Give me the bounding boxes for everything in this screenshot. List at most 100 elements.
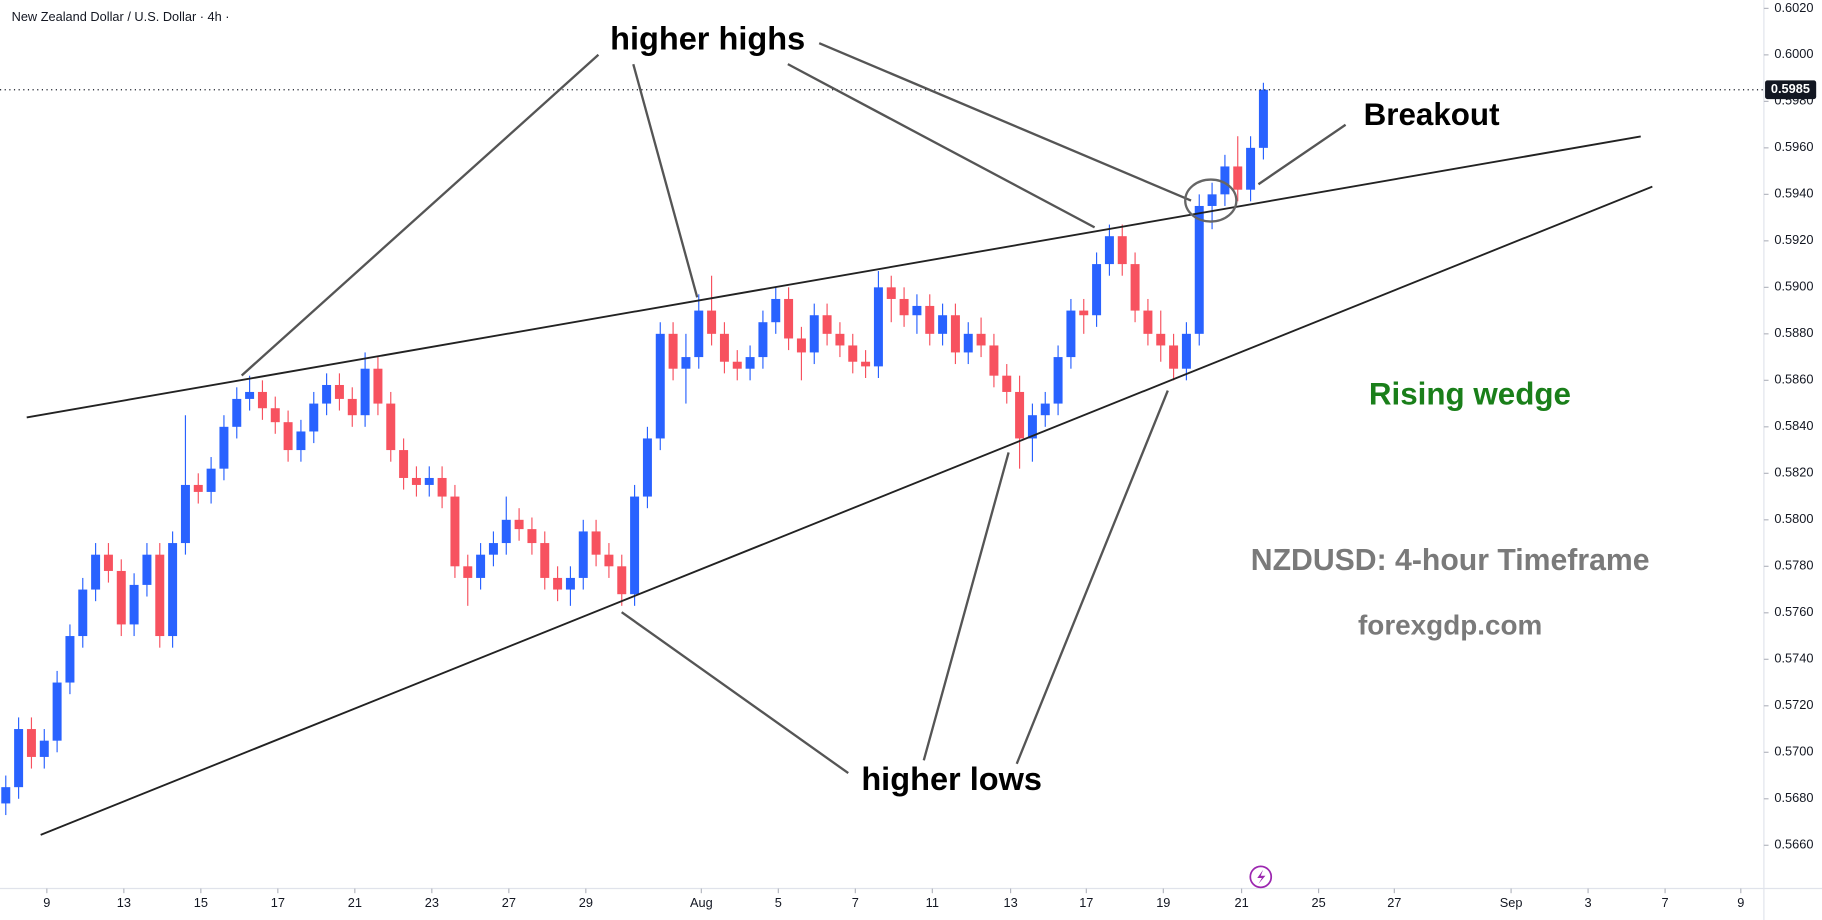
candle-body (129, 584, 139, 625)
candle-body (155, 554, 165, 637)
x-tick-label: 21 (1234, 895, 1248, 910)
candle-body (1, 787, 11, 804)
y-tick-label: 0.5860 (1774, 372, 1813, 387)
candle-body (1015, 391, 1025, 439)
candle-body (989, 345, 999, 376)
candle-body (1130, 264, 1140, 311)
x-tick-label: 25 (1311, 895, 1325, 910)
candle-body (309, 403, 319, 432)
x-tick-label: 13 (117, 895, 131, 910)
candle-body (1053, 357, 1063, 404)
candle-body (861, 361, 871, 367)
candle-body (655, 333, 665, 439)
candle-body (26, 729, 36, 757)
candle-body (899, 298, 909, 316)
y-tick-label: 0.5680 (1774, 790, 1813, 805)
annotation: forexgdp.com (1358, 610, 1542, 641)
candle-body (373, 368, 383, 404)
candle-body (604, 554, 614, 567)
candle-body (963, 333, 973, 353)
candle-body (732, 361, 742, 369)
candle-body (65, 636, 75, 683)
candle-body (91, 554, 101, 590)
candle-body (142, 554, 152, 585)
candle-body (1181, 333, 1191, 369)
candle-body (540, 543, 550, 578)
candle-body (1233, 166, 1243, 190)
x-tick-label: 19 (1156, 895, 1170, 910)
candle-body (1027, 415, 1037, 439)
candle-body (617, 566, 627, 595)
candle-body (835, 333, 845, 346)
candle-body (193, 484, 203, 492)
plot-area (0, 82, 1764, 816)
candle-body (411, 477, 421, 485)
y-tick-label: 0.5760 (1774, 604, 1813, 619)
candle-body (270, 408, 280, 423)
x-tick-label: 27 (1387, 895, 1401, 910)
candle-body (399, 450, 409, 478)
candle-body (1169, 345, 1179, 369)
pointer-line (1015, 390, 1169, 765)
candle-body (232, 398, 242, 427)
y-tick-label: 0.5720 (1774, 697, 1813, 712)
candle-body (219, 426, 229, 469)
candle-body (322, 384, 332, 404)
y-tick-label: 0.5740 (1774, 651, 1813, 666)
candle-body (180, 484, 190, 544)
candle-body (386, 403, 396, 451)
candle-body (1117, 236, 1127, 265)
y-tick-label: 0.5800 (1774, 511, 1813, 526)
candle-body (796, 338, 806, 353)
candle-body (565, 577, 575, 590)
y-tick-label: 0.5660 (1774, 837, 1813, 852)
candle-body (976, 333, 986, 346)
pointer-line (1257, 123, 1347, 186)
candle-body (912, 305, 922, 316)
candle-body (578, 531, 588, 578)
candle-body (771, 298, 781, 323)
candle-body (694, 310, 704, 358)
annotation: higher highs (610, 19, 805, 56)
candle-body (938, 315, 948, 334)
candle-body (103, 554, 113, 571)
annotation: Breakout (1364, 97, 1500, 132)
y-tick-label: 0.5960 (1774, 139, 1813, 154)
candle-body (476, 554, 486, 578)
candle-body (758, 322, 768, 358)
candle-body (1104, 236, 1114, 265)
y-tick-label: 0.5700 (1774, 744, 1813, 759)
candle-body (437, 477, 447, 497)
candle-body (78, 589, 88, 637)
annotation: Rising wedge (1369, 377, 1571, 412)
candle-body (1002, 375, 1012, 392)
pointer-line (620, 611, 849, 775)
candle-body (707, 310, 717, 334)
candle-body (1156, 333, 1166, 346)
annotation: higher lows (861, 760, 1042, 797)
y-tick-label: 0.5900 (1774, 279, 1813, 294)
x-tick-label: Aug (690, 895, 713, 910)
last-price-box (1765, 80, 1817, 100)
last-price-label: 0.5985 (1771, 81, 1810, 96)
candle-body (809, 315, 819, 353)
x-tick-label: 29 (579, 895, 593, 910)
candle-body (488, 543, 498, 555)
candle-body (668, 333, 678, 369)
candle-body (822, 315, 832, 334)
candle-body (886, 287, 896, 299)
y-tick-label: 0.6000 (1774, 46, 1813, 61)
candle-body (501, 519, 511, 544)
y-tick-label: 0.5920 (1774, 232, 1813, 247)
candle-body (848, 345, 858, 362)
x-tick-label: 5 (775, 895, 782, 910)
y-tick-label: 0.6020 (1774, 0, 1813, 15)
candle-body (168, 543, 178, 637)
candle-body (950, 315, 960, 353)
annotation: NZDUSD: 4-hour Timeframe (1251, 544, 1650, 577)
candle-body (642, 438, 652, 497)
candle-body (745, 357, 755, 369)
pointer-line (818, 42, 1192, 202)
